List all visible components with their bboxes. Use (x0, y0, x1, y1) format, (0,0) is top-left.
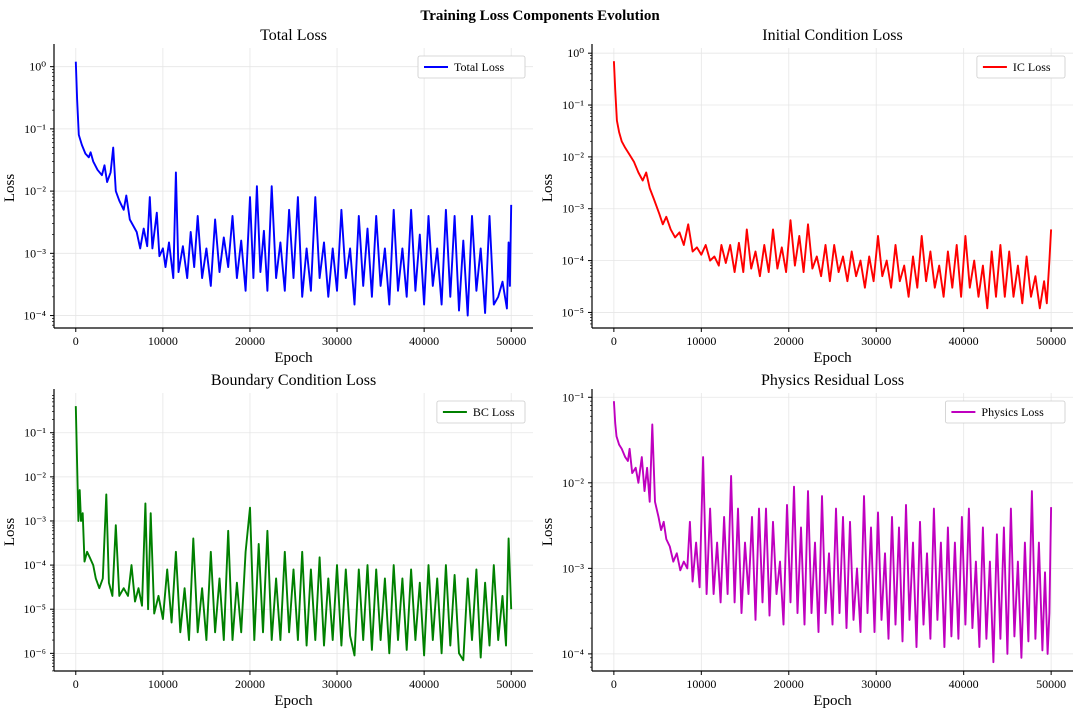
y-tick-label: 10⁻⁴ (23, 558, 46, 572)
x-tick-label: 30000 (322, 334, 352, 348)
y-tick-label: 10⁻¹ (562, 390, 584, 404)
x-tick-label: 40000 (949, 334, 979, 348)
x-tick-label: 20000 (774, 334, 804, 348)
x-tick-label: 50000 (1036, 334, 1066, 348)
y-axis-label: Loss (540, 174, 556, 203)
y-tick-label: 10⁰ (567, 46, 584, 60)
x-axis-label: Epoch (813, 350, 852, 366)
y-axis-label: Loss (2, 518, 18, 547)
x-tick-label: 0 (611, 334, 617, 348)
y-tick-label: 10⁻² (562, 476, 584, 490)
legend-box (945, 400, 1066, 424)
legend-label: IC Loss (1013, 60, 1051, 74)
x-tick-label: 10000 (148, 334, 178, 348)
legend-label: Physics Loss (981, 405, 1044, 419)
panel-initial-condition-loss: 0 10000 20000 30000 40000 50000 10⁻⁵ 10⁻⁴ 10⁻³ 10… (540, 27, 1073, 366)
panel-total-loss: 0 10000 20000 30000 40000 50000 10⁻⁴ 10⁻³ 10⁻² 10… (2, 27, 533, 366)
x-tick-label: 50000 (496, 334, 526, 348)
x-tick-label: 30000 (322, 677, 352, 691)
x-tick-label: 50000 (1036, 677, 1066, 691)
x-axis-label: Epoch (274, 693, 313, 709)
panel-physics-residual-loss: 0 10000 20000 30000 40000 50000 10⁻⁴ 10⁻³ 10⁻² 10… (540, 372, 1073, 709)
y-tick-label: 10⁻³ (24, 514, 46, 528)
y-tick-label: 10⁻³ (562, 202, 584, 216)
legend-box (436, 400, 526, 424)
panel-boundary-condition-loss: 0 10000 20000 30000 40000 50000 10⁻⁶ 10⁻⁵ 10⁻⁴ 10… (2, 372, 533, 709)
y-tick-label: 10⁻⁴ (561, 647, 584, 661)
series-line (612, 61, 1053, 310)
x-tick-label: 20000 (235, 334, 265, 348)
x-tick-label: 20000 (235, 677, 265, 691)
legend-box (976, 55, 1066, 79)
x-tick-label: 10000 (686, 334, 716, 348)
y-axis-label: Loss (2, 174, 18, 203)
series-line (612, 401, 1053, 664)
x-tick-label: 0 (611, 677, 617, 691)
y-tick-label: 10⁻² (24, 184, 46, 198)
y-tick-label: 10⁻¹ (24, 122, 46, 136)
panel-title: Boundary Condition Loss (211, 372, 376, 389)
series-line (74, 61, 513, 317)
x-tick-label: 50000 (496, 677, 526, 691)
legend-label: BC Loss (473, 405, 515, 419)
x-axis-label: Epoch (813, 693, 852, 709)
x-tick-label: 40000 (409, 677, 439, 691)
y-tick-label: 10⁻¹ (562, 98, 584, 112)
y-tick-label: 10⁻² (562, 150, 584, 164)
y-tick-label: 10⁻⁴ (23, 309, 46, 323)
y-tick-label: 10⁻⁵ (561, 305, 584, 319)
x-tick-label: 0 (73, 334, 79, 348)
x-tick-label: 30000 (861, 677, 891, 691)
x-tick-label: 40000 (949, 677, 979, 691)
legend-label: Total Loss (454, 60, 504, 74)
y-tick-label: 10⁻³ (24, 246, 46, 260)
y-axis-label: Loss (540, 518, 556, 547)
legend-box (417, 55, 526, 79)
panel-title: Initial Condition Loss (762, 27, 902, 44)
x-tick-label: 0 (73, 677, 79, 691)
x-tick-label: 40000 (409, 334, 439, 348)
y-tick-label: 10⁰ (29, 60, 46, 74)
y-tick-label: 10⁻⁶ (23, 646, 46, 660)
x-tick-label: 20000 (774, 677, 804, 691)
panel-title: Total Loss (260, 27, 327, 44)
y-tick-label: 10⁻¹ (24, 426, 46, 440)
x-tick-label: 10000 (148, 677, 178, 691)
figure-title: Training Loss Components Evolution (420, 8, 660, 24)
x-tick-label: 30000 (861, 334, 891, 348)
y-tick-label: 10⁻³ (562, 561, 584, 575)
y-tick-label: 10⁻⁴ (561, 254, 584, 268)
x-axis-label: Epoch (274, 350, 313, 366)
series-line (74, 406, 513, 662)
y-tick-label: 10⁻² (24, 470, 46, 484)
panel-title: Physics Residual Loss (761, 372, 904, 389)
y-tick-label: 10⁻⁵ (23, 602, 46, 616)
x-tick-label: 10000 (686, 677, 716, 691)
